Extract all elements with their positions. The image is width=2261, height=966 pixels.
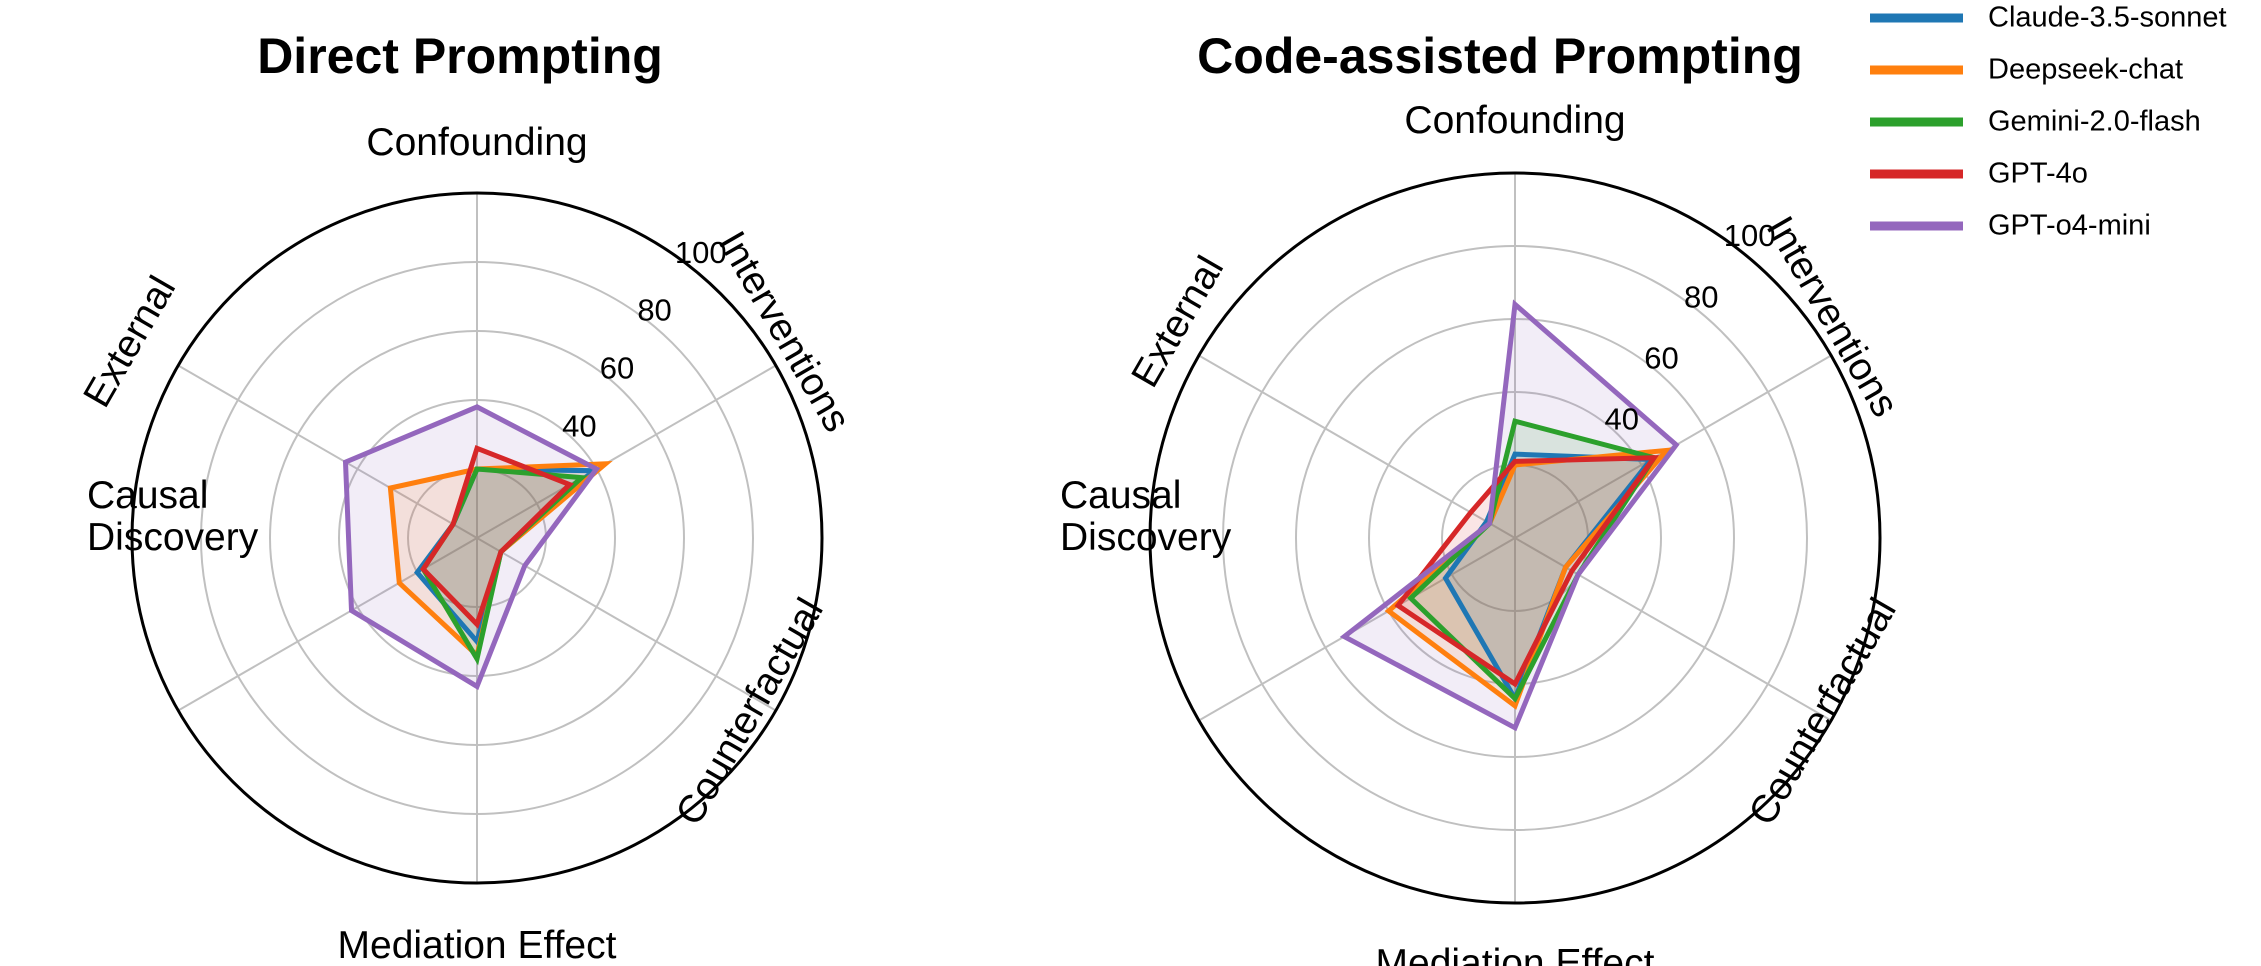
series-fill-gpt-4o: [1398, 457, 1655, 684]
legend-item-deepseek-chat: Deepseek-chat: [1870, 54, 2183, 86]
series-fill-gpt-4o: [423, 448, 570, 625]
tick-label-80: 80: [637, 293, 671, 328]
series-line-gpt-4o: [1394, 455, 1660, 688]
axis-label-external: External: [76, 269, 185, 414]
series-line-gpt-4o: [419, 444, 575, 629]
tick-label-100: 100: [1724, 218, 1776, 253]
axis-label-mediation-effect: Mediation Effect: [338, 924, 617, 966]
spoke-external: [177, 364, 478, 539]
series-group: [1339, 299, 1680, 732]
axis-label-causal-discovery: Causal Discovery: [87, 474, 259, 559]
legend-label: GPT-4o: [1988, 158, 2088, 190]
tick-label-100: 100: [675, 235, 727, 270]
legend-label: Deepseek-chat: [1988, 54, 2183, 86]
chart-title: Direct Prompting: [257, 28, 663, 84]
legend-label: Claude-3.5-sonnet: [1988, 2, 2227, 34]
axis-label-counterfactual: Counterfactual: [1741, 591, 1905, 832]
series-group: [342, 404, 613, 691]
axis-label-confounding: Confounding: [366, 121, 587, 164]
legend-item-gpt-o4-mini: GPT-o4-mini: [1870, 210, 2151, 242]
legend-item-gemini-2-0-flash: Gemini-2.0-flash: [1870, 106, 2201, 138]
axis-label-confounding: Confounding: [1404, 99, 1625, 142]
series-fill-gpt-o4-mini: [345, 406, 597, 687]
legend-label: GPT-o4-mini: [1988, 210, 2151, 242]
spoke-interventions: [476, 364, 777, 539]
outer-frame: [130, 191, 824, 885]
tick-label-60: 60: [600, 351, 634, 386]
series-fill-gemini-2-0-flash: [1410, 421, 1655, 699]
axis-label-external: External: [1124, 249, 1233, 394]
tick-label-80: 80: [1684, 279, 1718, 314]
axis-label-causal-discovery: Causal Discovery: [1060, 474, 1232, 559]
outer-frame: [1148, 171, 1882, 905]
legend-label: Gemini-2.0-flash: [1988, 106, 2201, 138]
legend-item-claude-3-5-sonnet: Claude-3.5-sonnet: [1870, 2, 2227, 34]
tick-label-60: 60: [1644, 341, 1678, 376]
series-line-gpt-o4-mini: [342, 404, 601, 691]
axis-label-mediation-effect: Mediation Effect: [1376, 942, 1655, 966]
legend: Claude-3.5-sonnet Deepseek-chat Gemini-2.0…: [1870, 2, 2227, 242]
tick-label-40: 40: [562, 408, 596, 443]
axis-label-interventions: Interventions: [709, 224, 858, 439]
series-fill-claude-3-5-sonnet: [1445, 454, 1651, 699]
series-fill-gpt-o4-mini: [1344, 304, 1677, 728]
spoke-external: [1198, 354, 1516, 539]
legend-item-gpt-4o: GPT-4o: [1870, 158, 2088, 190]
axis-label-interventions: Interventions: [1757, 209, 1906, 424]
chart-title: Code-assisted Prompting: [1197, 28, 1803, 84]
series-line-gpt-o4-mini: [1339, 299, 1680, 732]
axis-label-counterfactual: Counterfactual: [668, 591, 832, 832]
tick-label-40: 40: [1605, 402, 1639, 437]
series-fill-claude-3-5-sonnet: [417, 469, 594, 642]
